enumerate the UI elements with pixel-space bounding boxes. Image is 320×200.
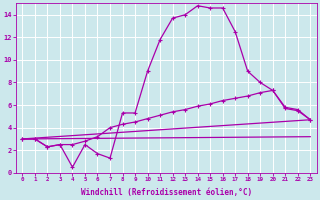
X-axis label: Windchill (Refroidissement éolien,°C): Windchill (Refroidissement éolien,°C) — [81, 188, 252, 197]
